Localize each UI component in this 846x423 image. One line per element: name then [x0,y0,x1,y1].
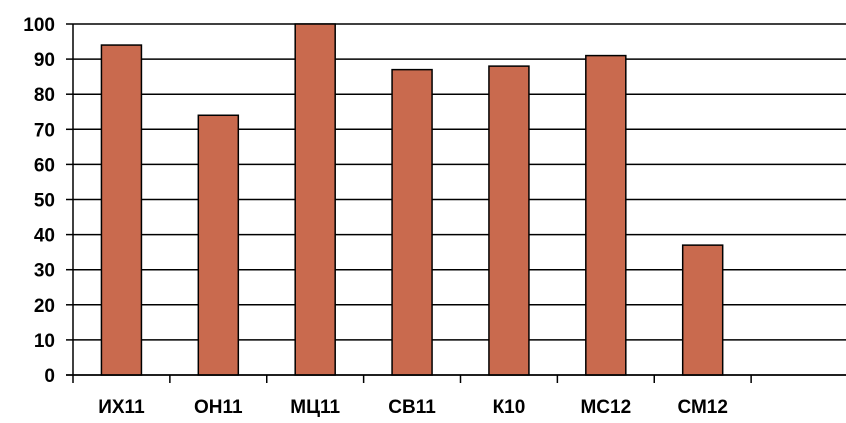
bar-4 [488,65,530,376]
x-category-label: ОН11 [194,397,243,418]
bar-2 [294,23,336,376]
y-tick-labels: 0 10 20 30 40 50 60 70 80 90 100 [23,15,55,387]
y-tick-label: 50 [34,191,55,212]
x-category-label: СВ11 [388,397,436,418]
x-category-label: К10 [493,397,526,418]
gridlines [66,23,846,376]
axes [66,24,846,383]
y-tick-label: 40 [34,226,55,247]
y-tick-label: 10 [34,331,55,352]
bars [100,23,724,376]
x-category-label: МЦ11 [290,397,340,418]
bar-5 [585,54,627,376]
y-tick-label: 30 [34,261,55,282]
x-category-label: ИХ11 [98,397,145,418]
bar-0 [100,44,143,376]
bar-3 [391,68,433,376]
y-tick-label: 70 [34,120,55,141]
y-tick-label: 100 [23,15,55,36]
x-category-label: МС12 [580,397,631,418]
y-tick-label: 60 [34,155,55,176]
y-tick-label: 20 [34,296,55,317]
y-tick-label: 0 [44,366,55,387]
y-tick-label: 90 [34,50,55,71]
x-category-labels: ИХ11 ОН11 МЦ11 СВ11 К10 МС12 СМ12 [98,397,728,418]
y-tick-label: 80 [34,85,55,106]
bar-1 [197,114,240,376]
x-category-label: СМ12 [677,397,727,418]
bar-6 [681,244,724,376]
